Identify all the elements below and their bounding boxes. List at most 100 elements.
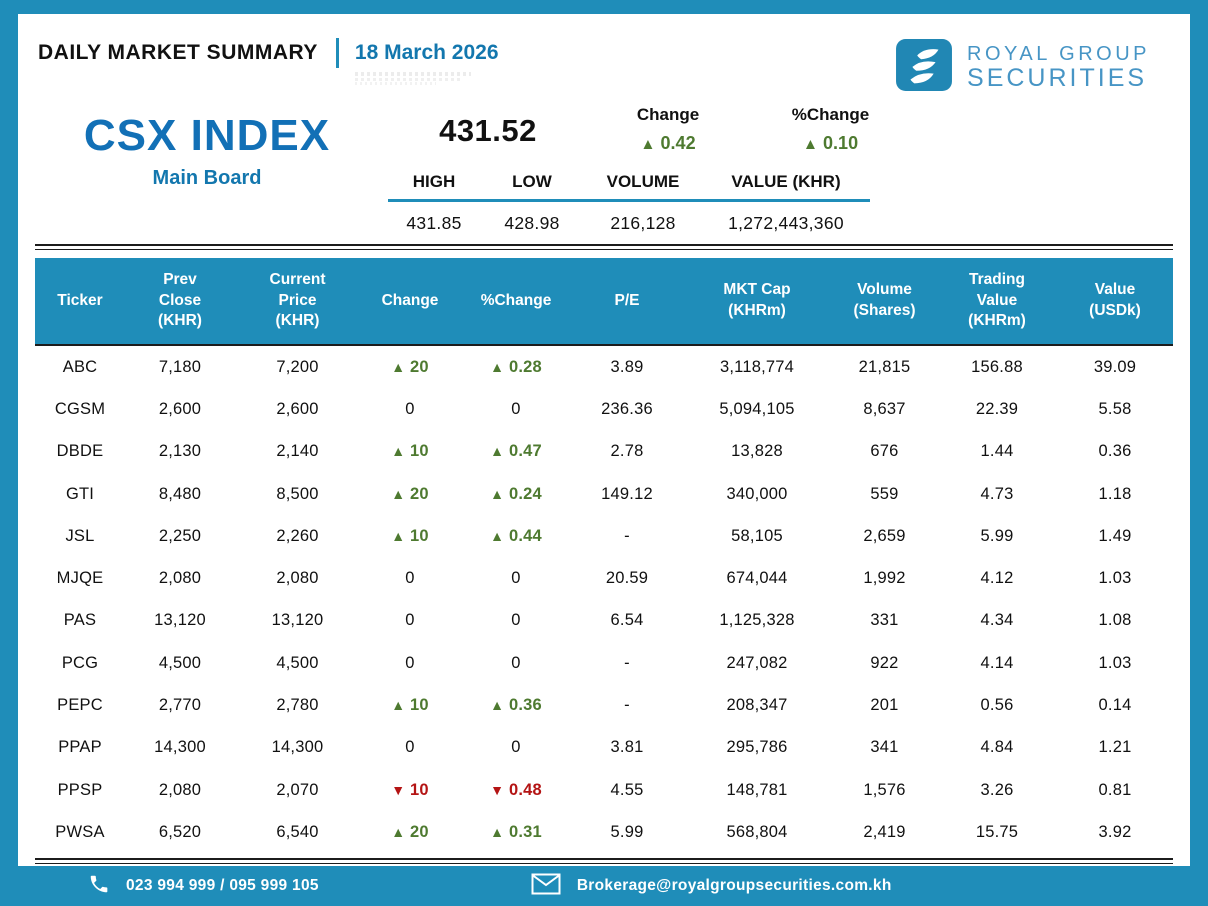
table-cell: 148,781 (726, 780, 788, 799)
up-arrow-icon: ▲ (490, 527, 505, 544)
phone-number: 023 994 999 / 095 999 105 (126, 877, 319, 894)
table-row: ABC 7,180 7,200 ▲ 20 ▲ 0.28 3.89 3,118,774 21,8… (35, 346, 1173, 388)
table-cell: 2,780 (276, 696, 319, 715)
report-date: 18 March 2026 (354, 41, 499, 64)
phone-icon (88, 873, 110, 900)
ticker-cell: PPSP (57, 780, 103, 799)
ticker-cell: CGSM (54, 399, 106, 418)
table-column-header: Current Price (KHR) (269, 270, 326, 330)
down-arrow-icon: ▼ (391, 781, 406, 798)
ticker-cell: PCG (61, 653, 99, 672)
down-arrow-icon: ▼ (490, 781, 505, 798)
table-row: PEPC 2,770 2,780 ▲ 10 ▲ 0.36 - 208,347 201 0.56 0… (35, 684, 1173, 726)
stat-high-label: HIGH (412, 172, 456, 191)
table-cell: 559 (870, 484, 899, 503)
index-stats: HIGH LOW VOLUME VALUE (KHR) 431.85 428.9… (388, 172, 870, 234)
separator-double-line-bottom (35, 858, 1173, 864)
khmer-date-watermark (354, 72, 471, 85)
change-cell: ▲ 0.24 (490, 484, 542, 503)
phone-group: 023 994 999 / 095 999 105 (88, 873, 319, 900)
table-cell: 295,786 (726, 738, 788, 757)
table-cell: 2,130 (158, 442, 202, 461)
index-title-block: CSX INDEX Main Board (42, 103, 372, 234)
pct-change-label: %Change (791, 105, 870, 124)
table-cell: 1.21 (1098, 738, 1132, 757)
change-value: ▲ 0.42 (640, 133, 696, 153)
table-cell: 2,140 (276, 442, 319, 461)
table-cell: 13,120 (271, 611, 324, 630)
table-cell: 4.73 (980, 484, 1014, 503)
ticker-cell: ABC (62, 357, 98, 376)
up-arrow-icon: ▲ (391, 443, 406, 460)
table-cell: 2,770 (158, 696, 202, 715)
stat-low-value: 428.98 (504, 213, 560, 233)
title-divider (335, 38, 339, 68)
table-row: MJQE 2,080 2,080 0 0 20.59 674,044 1,992 4.12 1.0… (35, 557, 1173, 599)
table-cell: 3.89 (610, 357, 644, 376)
table-row: PWSA 6,520 6,540 ▲ 20 ▲ 0.31 5.99 568,804 2,419… (35, 811, 1173, 853)
up-arrow-icon: ▲ (391, 823, 406, 840)
email-address: Brokerage@royalgroupsecurities.com.kh (576, 877, 892, 894)
up-arrow-icon: ▲ (490, 443, 505, 460)
table-cell: 15.75 (975, 822, 1019, 841)
table-cell: 5.99 (980, 526, 1014, 545)
table-cell: 1.44 (980, 442, 1014, 461)
table-header-row: Ticker Prev Close (KHR) Current Price (KHR) Cha… (35, 258, 1173, 346)
up-arrow-icon: ▲ (802, 136, 819, 153)
change-cell: 0 (405, 569, 415, 588)
table-cell: 3.81 (610, 738, 644, 757)
table-cell: 0.36 (1098, 442, 1132, 461)
table-cell: 2.78 (610, 442, 644, 461)
stat-low-label: LOW (512, 172, 552, 191)
table-cell: 4.14 (980, 653, 1014, 672)
index-change: Change ▲ 0.42 (588, 103, 748, 154)
ticker-cell: PAS (63, 611, 97, 630)
index-board: Main Board (152, 167, 262, 189)
change-cell: 0 (405, 738, 415, 757)
table-cell: 1.03 (1098, 653, 1132, 672)
ticker-cell: JSL (65, 526, 95, 545)
table-cell: 676 (870, 442, 899, 461)
table-cell: 2,659 (863, 526, 906, 545)
stat-value-value: 1,272,443,360 (728, 213, 844, 233)
ticker-cell: PEPC (57, 696, 103, 715)
up-arrow-icon: ▲ (391, 485, 406, 502)
table-row: JSL 2,250 2,260 ▲ 10 ▲ 0.44 - 58,105 2,659 5.99 1… (35, 515, 1173, 557)
change-cell: 0 (511, 738, 521, 757)
table-cell: 58,105 (731, 526, 783, 545)
page-title: DAILY MARKET SUMMARY (38, 41, 318, 64)
table-cell: 4.55 (610, 780, 644, 799)
table-cell: 4,500 (158, 653, 202, 672)
change-cell: 0 (511, 399, 521, 418)
table-cell: 149.12 (601, 484, 653, 503)
stat-high-value: 431.85 (406, 213, 462, 233)
ticker-cell: DBDE (56, 442, 104, 461)
stat-value-label: VALUE (KHR) (731, 172, 841, 191)
table-body: ABC 7,180 7,200 ▲ 20 ▲ 0.28 3.89 3,118,774 21,8… (35, 346, 1173, 854)
index-pct-change: %Change ▲ 0.10 (748, 103, 913, 154)
table-cell: 6,540 (276, 822, 319, 841)
table-cell: 674,044 (726, 569, 788, 588)
table-cell: 156.88 (971, 357, 1023, 376)
up-arrow-icon: ▲ (490, 697, 505, 714)
table-row: GTI 8,480 8,500 ▲ 20 ▲ 0.24 149.12 340,000 559 4… (35, 473, 1173, 515)
table-cell: 236.36 (601, 399, 653, 418)
date-block: 18 March 2026 (354, 38, 499, 85)
brand: ROYAL GROUP SECURITIES (895, 38, 1168, 97)
table-cell: - (624, 696, 630, 715)
table-cell: 3.26 (980, 780, 1014, 799)
table-cell: 5.99 (610, 822, 644, 841)
table-cell: 1.49 (1098, 526, 1132, 545)
change-cell: 0 (511, 611, 521, 630)
up-arrow-icon: ▲ (640, 136, 656, 153)
table-cell: 6.54 (610, 611, 644, 630)
index-data-block: 431.52 Change ▲ 0.42 %Change ▲ 0.10 (372, 103, 1168, 234)
table-cell: 3,118,774 (720, 357, 794, 376)
table-cell: 1,125,328 (719, 611, 795, 630)
up-arrow-icon: ▲ (391, 527, 406, 544)
table-cell: 8,500 (276, 484, 319, 503)
table-row: DBDE 2,130 2,140 ▲ 10 ▲ 0.47 2.78 13,828 676 1.4… (35, 431, 1173, 473)
table-cell: 0.14 (1098, 696, 1132, 715)
change-cell: ▲ 20 (391, 484, 429, 503)
